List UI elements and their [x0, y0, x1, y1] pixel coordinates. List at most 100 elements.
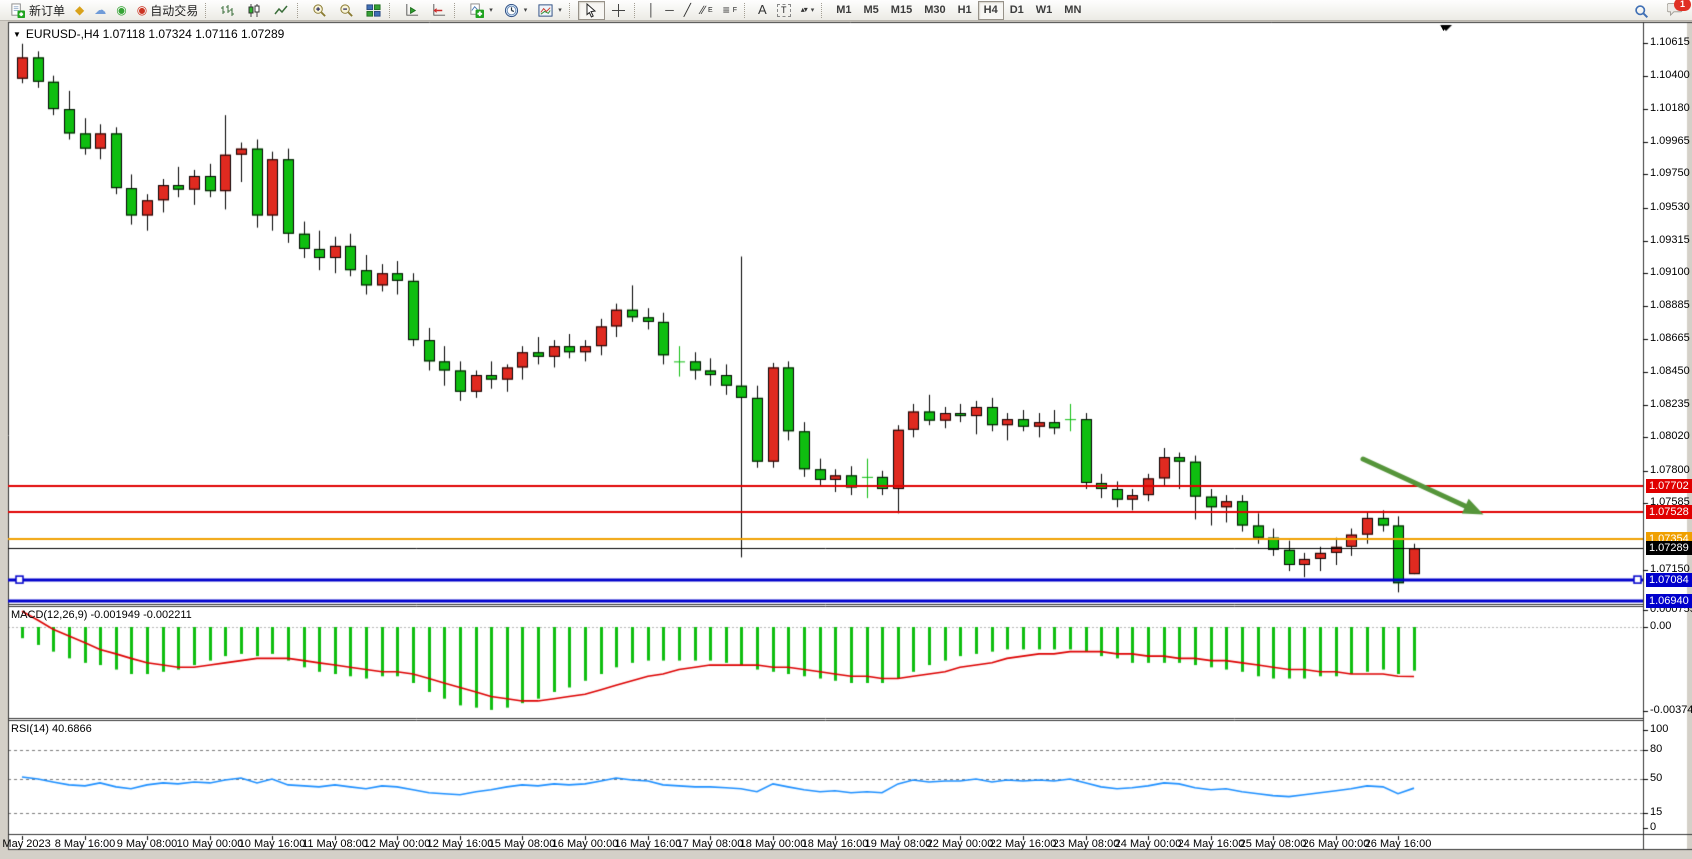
price-tick-label: 1.08885	[1650, 298, 1690, 311]
arrows-button[interactable]: ▴▾ ▾	[796, 1, 820, 20]
gold-icon: ◆	[75, 3, 85, 17]
crosshair-button[interactable]	[605, 1, 632, 20]
templates-button[interactable]: ▾	[532, 1, 567, 20]
price-tick-label: 1.09965	[1650, 134, 1690, 147]
channel-button[interactable]: ∕∕ E	[696, 1, 718, 20]
date-tick-label: 24 May 16:00	[1177, 838, 1245, 850]
price-tick-label: 1.10615	[1650, 36, 1690, 48]
vertical-line-icon: │	[647, 3, 656, 17]
timeframe-mn-button[interactable]: MN	[1058, 1, 1087, 20]
chat-button[interactable]: 1	[1667, 0, 1691, 21]
community-button[interactable]: ☁	[89, 1, 111, 20]
price-tick-label: 1.08020	[1650, 430, 1690, 443]
date-tick-label: 16 May 00:00	[551, 838, 619, 850]
price-tick-label: 1.10400	[1650, 68, 1690, 81]
main-toolbar: 新订单 ◆ ☁ ◉ ◉ 自动交易	[0, 0, 1692, 21]
date-tick-label: 10 May 00:00	[176, 838, 244, 850]
rsi-tick-label: 100	[1650, 723, 1669, 735]
chart-bars-button[interactable]	[214, 1, 241, 20]
date-tick-label: 25 May 08:00	[1239, 838, 1307, 850]
fibonacci-button[interactable]: ≡ F	[718, 1, 742, 20]
chart-shift-marker-icon[interactable]: ▼	[1439, 23, 1448, 33]
autotrading-label: 自动交易	[150, 3, 199, 18]
date-tick-label: 11 May 08:00	[302, 838, 368, 850]
date-tick-label: 24 May 00:00	[1114, 838, 1182, 850]
candlestick-icon	[248, 3, 260, 17]
timeframe-m5-button[interactable]: M5	[858, 1, 885, 20]
chart-candles-button[interactable]	[241, 1, 268, 20]
new-order-button[interactable]: 新订单	[4, 1, 70, 20]
macd-tick-label: 0.00	[1650, 620, 1672, 632]
date-tick-label: 16 May 16:00	[614, 838, 682, 850]
signals-button[interactable]: ◉	[111, 1, 131, 20]
timeframe-m15-button[interactable]: M15	[885, 1, 918, 20]
date-tick-label: 19 May 08:00	[864, 838, 932, 850]
price-tick-label: 1.08450	[1650, 365, 1690, 377]
chart-shift-button[interactable]	[425, 1, 452, 20]
text-label-button[interactable]: T	[772, 1, 796, 20]
chevron-down-icon: ▾	[558, 7, 562, 14]
collapse-triangle-icon[interactable]: ▼	[13, 29, 21, 39]
price-tick-label: 1.08235	[1650, 397, 1690, 410]
date-tick-label: 15 May 08:00	[488, 838, 556, 850]
periods-button[interactable]: ▾	[498, 1, 533, 20]
date-tick-label: 12 May 00:00	[363, 838, 431, 850]
toolbar-grip	[633, 2, 639, 18]
price-tick-label: 1.07150	[1650, 562, 1690, 575]
trendline-button[interactable]: ╱	[679, 1, 696, 20]
text-button[interactable]: A	[753, 1, 772, 20]
macd-tick-label: -0.003746	[1650, 703, 1692, 716]
toolbar-grip	[389, 2, 394, 18]
auto-scroll-button[interactable]	[398, 1, 425, 20]
price-level-badge: 1.06940	[1646, 594, 1692, 609]
date-tick-label: 8 May 16:00	[54, 838, 116, 850]
price-level-badge: 1.07084	[1646, 572, 1692, 587]
toolbar-grip	[568, 2, 574, 18]
vertical-line-button[interactable]: │	[643, 1, 661, 20]
price-tick-label: 1.09100	[1650, 266, 1690, 279]
horizontal-line-button[interactable]: ─	[660, 1, 679, 20]
zoom-in-icon	[313, 3, 327, 17]
channel-icon: ∕∕	[701, 3, 706, 17]
macd-indicator-label: MACD(12,26,9) -0.001949 -0.002211	[11, 609, 192, 621]
zoom-out-button[interactable]	[333, 1, 360, 20]
tile-windows-button[interactable]	[360, 1, 387, 20]
signals-icon: ◉	[116, 3, 127, 17]
timeframe-group: M1 M5 M15 M30 H1 H4 D1 W1 MN	[830, 0, 1087, 20]
price-tick-label: 1.07800	[1650, 463, 1690, 476]
rsi-tick-label: 0	[1650, 821, 1657, 833]
timeframe-m1-button[interactable]: M1	[830, 1, 857, 20]
chart-line-button[interactable]	[268, 1, 295, 20]
timeframe-d1-button[interactable]: D1	[1004, 1, 1030, 20]
chevron-down-icon: ▾	[523, 7, 528, 14]
timeframe-h1-button[interactable]: H1	[952, 1, 978, 20]
price-level-badge: 1.07702	[1646, 478, 1692, 493]
date-tick-label: 12 May 16:00	[426, 838, 494, 850]
tile-windows-icon	[366, 3, 381, 17]
toolbar-grip	[821, 2, 826, 18]
new-order-label: 新订单	[29, 3, 66, 18]
horizontal-line-icon: ─	[665, 3, 674, 17]
chart-title: ▼ EURUSD-,H4 1.07118 1.07324 1.07116 1.0…	[13, 27, 284, 41]
autotrading-button[interactable]: ◉ 自动交易	[132, 1, 204, 20]
date-tick-label: 23 May 08:00	[1052, 838, 1120, 850]
chevron-down-icon: ▾	[489, 7, 493, 14]
date-tick-label: 9 May 08:00	[116, 838, 178, 850]
market-button[interactable]: ◆	[70, 1, 89, 20]
cursor-button[interactable]	[577, 0, 605, 20]
timeframe-m30-button[interactable]: M30	[918, 1, 951, 20]
indicators-button[interactable]: ▾	[463, 1, 498, 20]
search-button[interactable]	[1628, 2, 1655, 21]
auto-scroll-icon	[406, 3, 419, 16]
zoom-in-button[interactable]	[306, 1, 333, 20]
indicators-icon	[470, 2, 485, 18]
price-tick-label: 1.08665	[1650, 332, 1690, 345]
rsi-tick-label: 50	[1650, 772, 1663, 784]
rsi-tick-label: 15	[1650, 806, 1663, 819]
autotrading-icon: ◉	[136, 3, 148, 17]
timeframe-h4-button[interactable]: H4	[977, 0, 1004, 20]
timeframe-w1-button[interactable]: W1	[1030, 1, 1059, 20]
line-chart-icon	[274, 5, 288, 14]
